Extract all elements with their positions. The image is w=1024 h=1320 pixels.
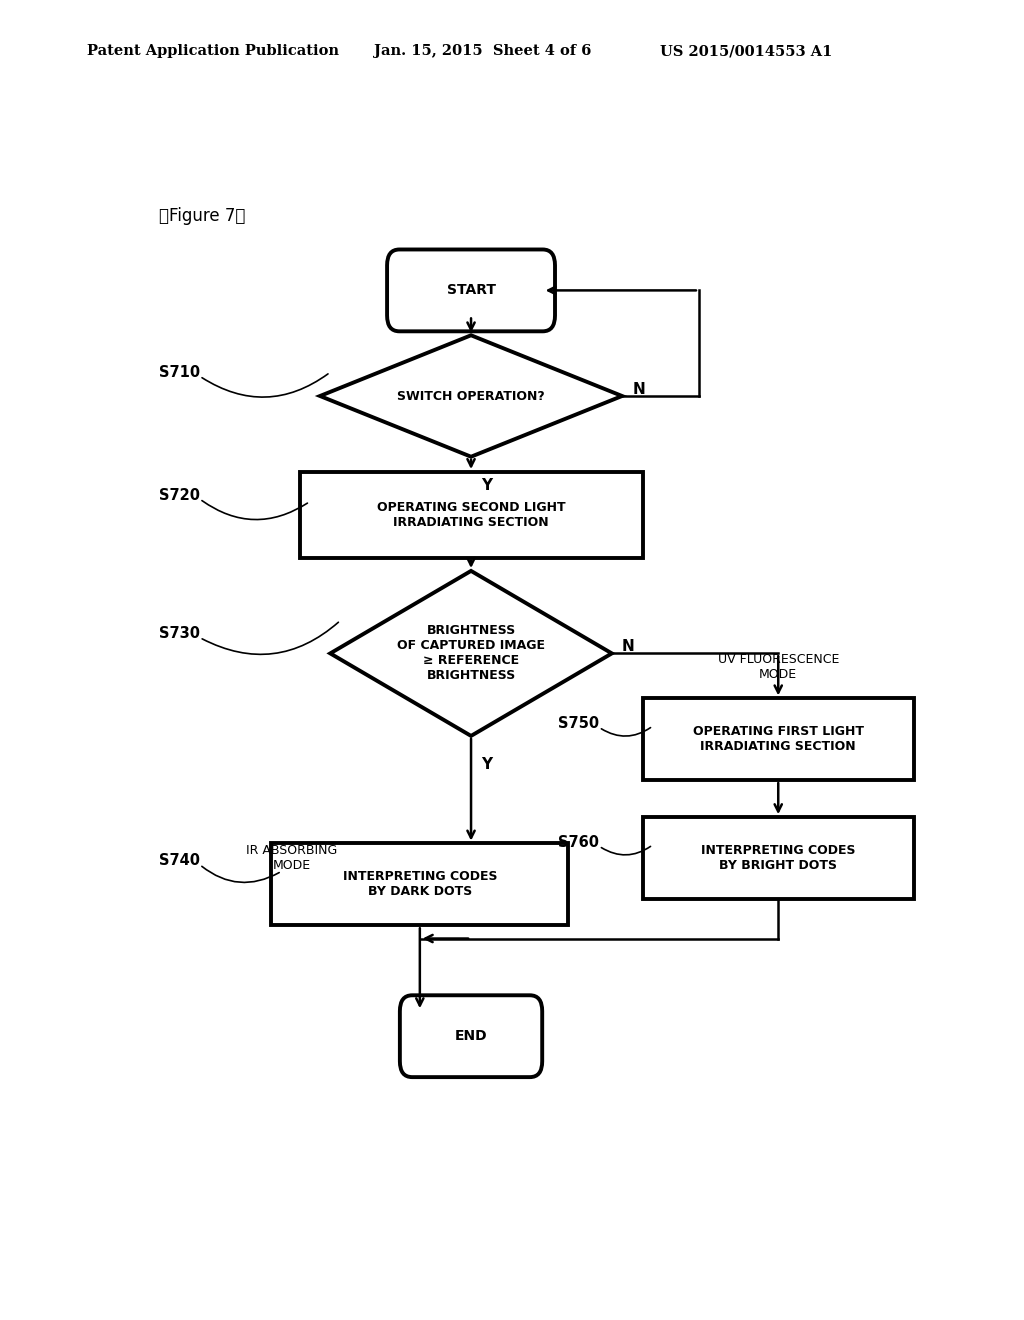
Polygon shape <box>319 335 623 457</box>
Text: START: START <box>446 284 496 297</box>
Text: N: N <box>633 381 645 397</box>
Bar <box>643 698 913 780</box>
Bar <box>271 843 568 925</box>
Text: OPERATING SECOND LIGHT
IRRADIATING SECTION: OPERATING SECOND LIGHT IRRADIATING SECTI… <box>377 500 565 529</box>
Text: IR ABSORBING
MODE: IR ABSORBING MODE <box>246 843 338 873</box>
Polygon shape <box>330 570 612 737</box>
Text: Patent Application Publication: Patent Application Publication <box>87 45 339 58</box>
Text: S720: S720 <box>159 487 200 503</box>
Text: N: N <box>623 639 635 655</box>
Text: INTERPRETING CODES
BY DARK DOTS: INTERPRETING CODES BY DARK DOTS <box>343 870 497 899</box>
Text: INTERPRETING CODES
BY BRIGHT DOTS: INTERPRETING CODES BY BRIGHT DOTS <box>701 843 855 873</box>
FancyBboxPatch shape <box>387 249 555 331</box>
Text: 【Figure 7】: 【Figure 7】 <box>159 207 245 226</box>
Text: SWITCH OPERATION?: SWITCH OPERATION? <box>397 389 545 403</box>
Text: Y: Y <box>481 478 493 494</box>
Text: S710: S710 <box>159 364 200 380</box>
Text: BRIGHTNESS
OF CAPTURED IMAGE
≥ REFERENCE
BRIGHTNESS: BRIGHTNESS OF CAPTURED IMAGE ≥ REFERENCE… <box>397 624 545 682</box>
Text: Jan. 15, 2015  Sheet 4 of 6: Jan. 15, 2015 Sheet 4 of 6 <box>374 45 591 58</box>
Text: S730: S730 <box>159 626 200 642</box>
Text: OPERATING FIRST LIGHT
IRRADIATING SECTION: OPERATING FIRST LIGHT IRRADIATING SECTIO… <box>693 725 863 754</box>
Text: S750: S750 <box>558 715 599 731</box>
Bar <box>299 471 643 557</box>
Text: UV FLUORESCENCE
MODE: UV FLUORESCENCE MODE <box>718 652 839 681</box>
Text: END: END <box>455 1030 487 1043</box>
Text: Y: Y <box>481 758 493 772</box>
Text: S760: S760 <box>558 834 599 850</box>
Text: US 2015/0014553 A1: US 2015/0014553 A1 <box>660 45 833 58</box>
FancyBboxPatch shape <box>399 995 543 1077</box>
Text: S740: S740 <box>159 853 200 869</box>
Bar <box>643 817 913 899</box>
